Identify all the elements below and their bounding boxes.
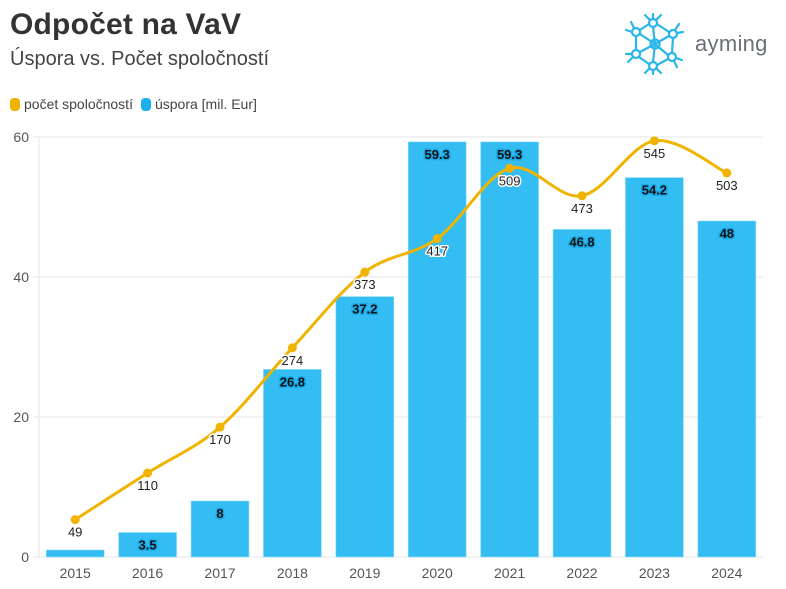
line-label: 473 [571, 201, 593, 216]
logo-text: ayming [695, 31, 768, 56]
x-tick-label: 2024 [711, 565, 742, 581]
x-tick-label: 2020 [422, 565, 453, 581]
bar-label: 46.8 [569, 234, 594, 249]
line-label: 110 [137, 478, 158, 493]
y-tick-label: 0 [21, 549, 29, 565]
bar-label: 3.5 [139, 538, 157, 553]
line-path [73, 139, 729, 522]
bar-2017 [190, 500, 250, 558]
bar-2020 [407, 141, 467, 558]
bar-2021 [480, 141, 539, 558]
legend-label-savings: úspora [mil. Eur] [154, 96, 257, 112]
y-tick-label: 20 [13, 409, 29, 425]
bar-label: 26.8 [280, 374, 305, 389]
chart-subtitle: Úspora vs. Počet spoločností [10, 48, 270, 70]
x-tick-label: 2021 [494, 565, 525, 581]
ayming-logo: ayming [623, 12, 768, 76]
chart-title: Odpočet na VaV [10, 8, 242, 41]
bar-label: 54.2 [642, 183, 667, 198]
line-point-2018 [287, 343, 297, 353]
line-label: 373 [354, 277, 376, 292]
bar-2018 [263, 369, 322, 558]
line-label: 170 [209, 432, 231, 447]
x-tick-label: 2023 [639, 565, 670, 581]
x-tick-label: 2019 [349, 565, 380, 581]
line-point-2022 [577, 191, 587, 201]
line-point-2017 [215, 422, 225, 432]
line-point-2024 [722, 168, 732, 178]
bar-2019 [335, 296, 395, 558]
line-point-2020 [432, 234, 442, 244]
line-label: 49 [68, 525, 82, 540]
line-point-2021 [505, 163, 515, 173]
line-label: 509 [499, 173, 521, 188]
line-label: 545 [644, 146, 666, 161]
legend-item-savings[interactable]: úspora [mil. Eur] [140, 96, 257, 112]
line-point-2016 [143, 468, 153, 478]
legend-item-count[interactable]: počet spoločností [10, 96, 133, 112]
x-tick-label: 2018 [277, 565, 308, 581]
bar-2024 [697, 220, 757, 558]
line-point-2015 [70, 515, 80, 525]
bars: 3.5 8 26.8 37.2 59.3 59.3 46.8 54.2 48 [45, 141, 757, 558]
bar-label: 59.3 [497, 147, 522, 162]
legend-swatch-count [10, 97, 20, 111]
network-sphere-icon [624, 12, 685, 76]
bar-label: 48 [720, 226, 734, 241]
x-tick-label: 2022 [566, 565, 597, 581]
bar-label: 37.2 [352, 302, 377, 317]
x-axis: 2015 2016 2017 2018 2019 2020 2021 2022 2023 2024 [60, 565, 743, 581]
legend-label-count: počet spoločností [24, 96, 133, 112]
legend-swatch-savings [140, 97, 151, 111]
line-point-2019 [360, 267, 370, 277]
y-axis: 0 20 40 60 [13, 129, 29, 565]
bar-2016 [118, 532, 177, 558]
x-tick-label: 2016 [132, 565, 163, 581]
bar-label: 59.3 [425, 147, 450, 162]
legend: počet spoločností úspora [mil. Eur] [10, 96, 265, 112]
x-tick-label: 2015 [60, 565, 91, 581]
y-tick-label: 60 [13, 129, 29, 145]
line-series: 49 110 170 274 373 417 509 473 545 503 [66, 136, 739, 541]
y-tick-label: 40 [13, 269, 29, 285]
line-label: 274 [282, 353, 304, 368]
line-point-2023 [649, 136, 659, 146]
bar-2022 [552, 229, 612, 558]
bar-2015 [45, 549, 105, 558]
line-label: 417 [426, 244, 448, 259]
bar-2023 [625, 177, 684, 558]
x-tick-label: 2017 [204, 565, 235, 581]
bar-label: 8 [216, 506, 223, 521]
line-label: 503 [716, 178, 738, 193]
